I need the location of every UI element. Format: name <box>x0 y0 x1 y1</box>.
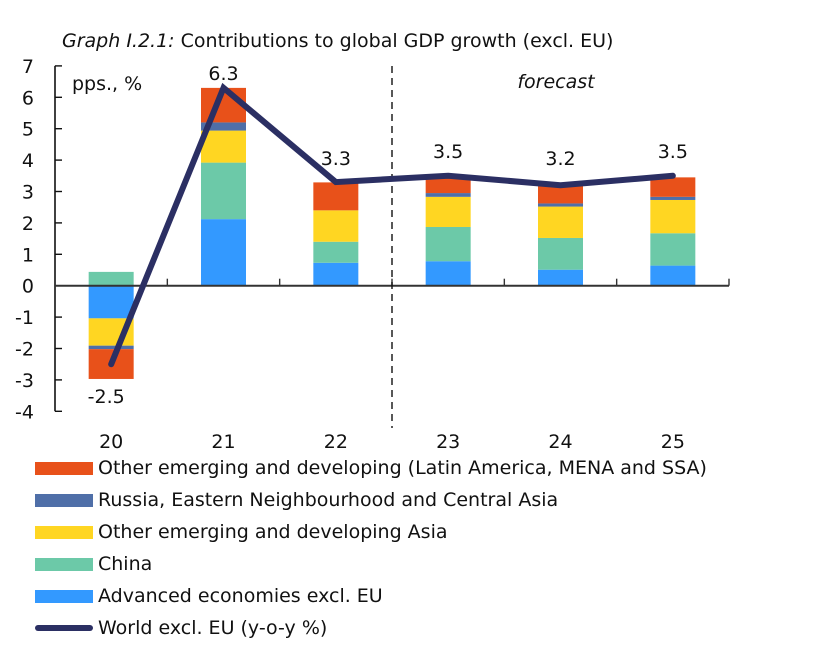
legend-item: Other emerging and developing Asia <box>35 516 707 548</box>
legend-label: Advanced economies excl. EU <box>98 585 383 607</box>
bar-segment-25-3 <box>650 196 696 200</box>
bar-segment-25-4 <box>650 177 696 197</box>
chart-title-lead: Graph I.2.1: <box>62 30 175 52</box>
bar-segment-23-1 <box>425 226 471 262</box>
bar-segment-23-4 <box>425 178 471 194</box>
chart-title: Graph I.2.1: Contributions to global GDP… <box>62 30 613 52</box>
bar-segment-24-0 <box>538 269 583 286</box>
bar-segment-22-0 <box>313 262 359 286</box>
bar-segment-20-3 <box>88 345 134 350</box>
legend-color-swatch <box>35 589 93 603</box>
bar-segment-25-1 <box>650 233 696 266</box>
line-data-label-21: 6.3 <box>208 63 238 85</box>
bar-segment-22-4 <box>313 182 359 211</box>
bar-segment-24-3 <box>538 203 583 207</box>
x-tick-label-22: 22 <box>324 431 348 452</box>
y-tick-label: 0 <box>22 276 34 298</box>
legend-label: China <box>98 553 153 575</box>
legend-color-swatch <box>35 461 93 475</box>
legend-color-swatch <box>35 493 93 507</box>
chart-title-text: Contributions to global GDP growth (excl… <box>180 30 614 52</box>
line-data-label-23: 3.5 <box>433 141 463 163</box>
x-tick-label-25: 25 <box>661 431 685 452</box>
y-tick-label: 2 <box>22 213 34 235</box>
legend-item: Advanced economies excl. EU <box>35 580 707 612</box>
world-growth-line <box>108 82 676 368</box>
line-data-label-25: 3.5 <box>658 141 688 163</box>
y-tick-label: 4 <box>22 150 34 172</box>
x-tick-label-24: 24 <box>548 431 572 452</box>
forecast-label: forecast <box>517 71 596 93</box>
bar-segment-21-1 <box>201 162 246 220</box>
legend-line-swatch <box>35 625 93 631</box>
legend-item: China <box>35 548 707 580</box>
y-tick-label: -1 <box>15 307 34 329</box>
bar-segment-20-1 <box>88 271 134 286</box>
legend-label: Other emerging and developing Asia <box>98 521 448 543</box>
y-tick-label: 6 <box>22 87 34 109</box>
y-axis-unit-label: pps., % <box>72 73 142 95</box>
line-data-label-22: 3.3 <box>321 148 351 170</box>
y-tick-label: 7 <box>22 56 34 78</box>
bar-segment-23-3 <box>425 193 471 197</box>
legend-color-swatch <box>35 557 93 571</box>
y-tick-label: -2 <box>15 339 34 361</box>
bar-segment-24-4 <box>538 185 583 204</box>
bar-segment-23-2 <box>425 196 471 227</box>
legend-label: World excl. EU (y-o-y %) <box>98 617 328 639</box>
bar-segment-24-1 <box>538 237 583 270</box>
y-tick-label: 3 <box>22 182 34 204</box>
chart-legend: Other emerging and developing (Latin Ame… <box>35 452 707 644</box>
y-tick-label: 5 <box>22 119 34 141</box>
legend-item: Other emerging and developing (Latin Ame… <box>35 452 707 484</box>
y-tick-label: 1 <box>22 244 34 266</box>
bar-segment-21-3 <box>201 122 246 131</box>
bar-segment-20-0 <box>88 285 134 319</box>
bar-segment-24-2 <box>538 206 583 238</box>
legend-label: Russia, Eastern Neighbourhood and Centra… <box>98 489 559 511</box>
line-data-label-24: 3.2 <box>545 148 575 170</box>
x-tick-label-23: 23 <box>436 431 460 452</box>
y-tick-label: -3 <box>15 370 34 392</box>
bar-segment-25-0 <box>650 265 696 286</box>
bar-segment-25-2 <box>650 199 696 234</box>
bar-segment-21-0 <box>201 219 246 286</box>
bar-segment-23-0 <box>425 261 471 286</box>
bar-segment-21-2 <box>201 130 246 163</box>
legend-label: Other emerging and developing (Latin Ame… <box>98 457 707 479</box>
x-tick-label-20: 20 <box>99 431 123 452</box>
x-tick-label-21: 21 <box>211 431 235 452</box>
bar-segment-22-2 <box>313 210 359 242</box>
y-tick-label: -4 <box>15 401 34 423</box>
legend-item: World excl. EU (y-o-y %) <box>35 612 707 644</box>
line-data-label-20: -2.5 <box>88 386 125 408</box>
bar-segment-22-1 <box>313 241 359 263</box>
legend-color-swatch <box>35 525 93 539</box>
legend-item: Russia, Eastern Neighbourhood and Centra… <box>35 484 707 516</box>
